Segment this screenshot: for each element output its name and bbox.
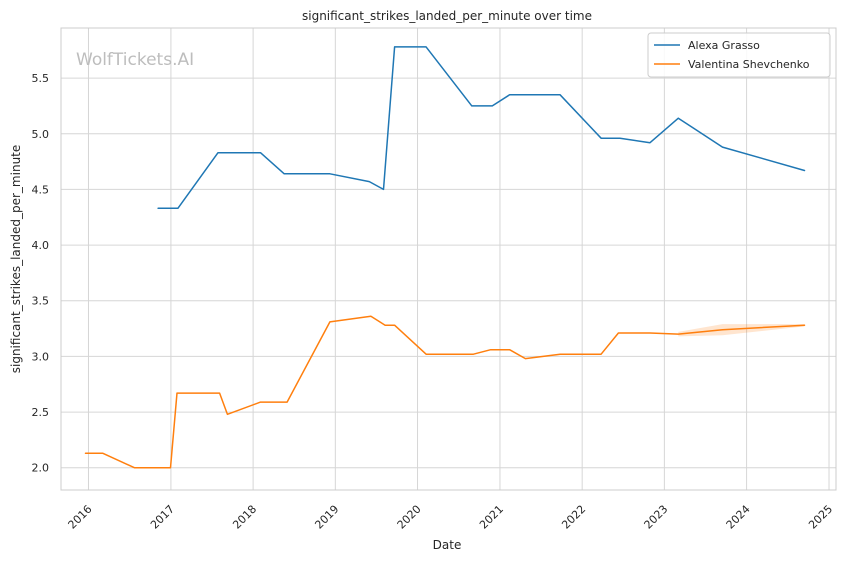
grid-lines (61, 28, 836, 490)
chart-title: significant_strikes_landed_per_minute ov… (302, 9, 592, 23)
alexa-grasso-line (157, 46, 806, 210)
y-tick-label: 5.5 (32, 72, 50, 85)
legend-label: Alexa Grasso (688, 39, 760, 52)
series-layer (84, 46, 806, 469)
y-tick-label: 2.5 (32, 406, 50, 419)
y-axis-label: significant_strikes_landed_per_minute (9, 145, 23, 374)
watermark: WolfTickets.AI (76, 50, 194, 70)
legend-box (647, 32, 831, 78)
y-tick-label: 5.0 (32, 128, 50, 141)
legend-label: Valentina Shevchenko (688, 58, 810, 71)
y-tick-label: 3.5 (32, 295, 50, 308)
x-axis-label: Date (433, 538, 462, 552)
y-axis-ticks: 2.0 2.5 3.0 3.5 4.0 4.5 5.0 5.5 (32, 72, 50, 475)
legend: Alexa Grasso Valentina Shevchenko (647, 32, 831, 78)
valentina-shevchenko-line (84, 315, 806, 469)
y-tick-label: 3.0 (32, 350, 50, 363)
y-tick-label: 4.5 (32, 183, 50, 196)
plot-area-frame (60, 27, 837, 491)
y-tick-label: 4.0 (32, 239, 50, 252)
y-tick-label: 2.0 (32, 462, 50, 475)
